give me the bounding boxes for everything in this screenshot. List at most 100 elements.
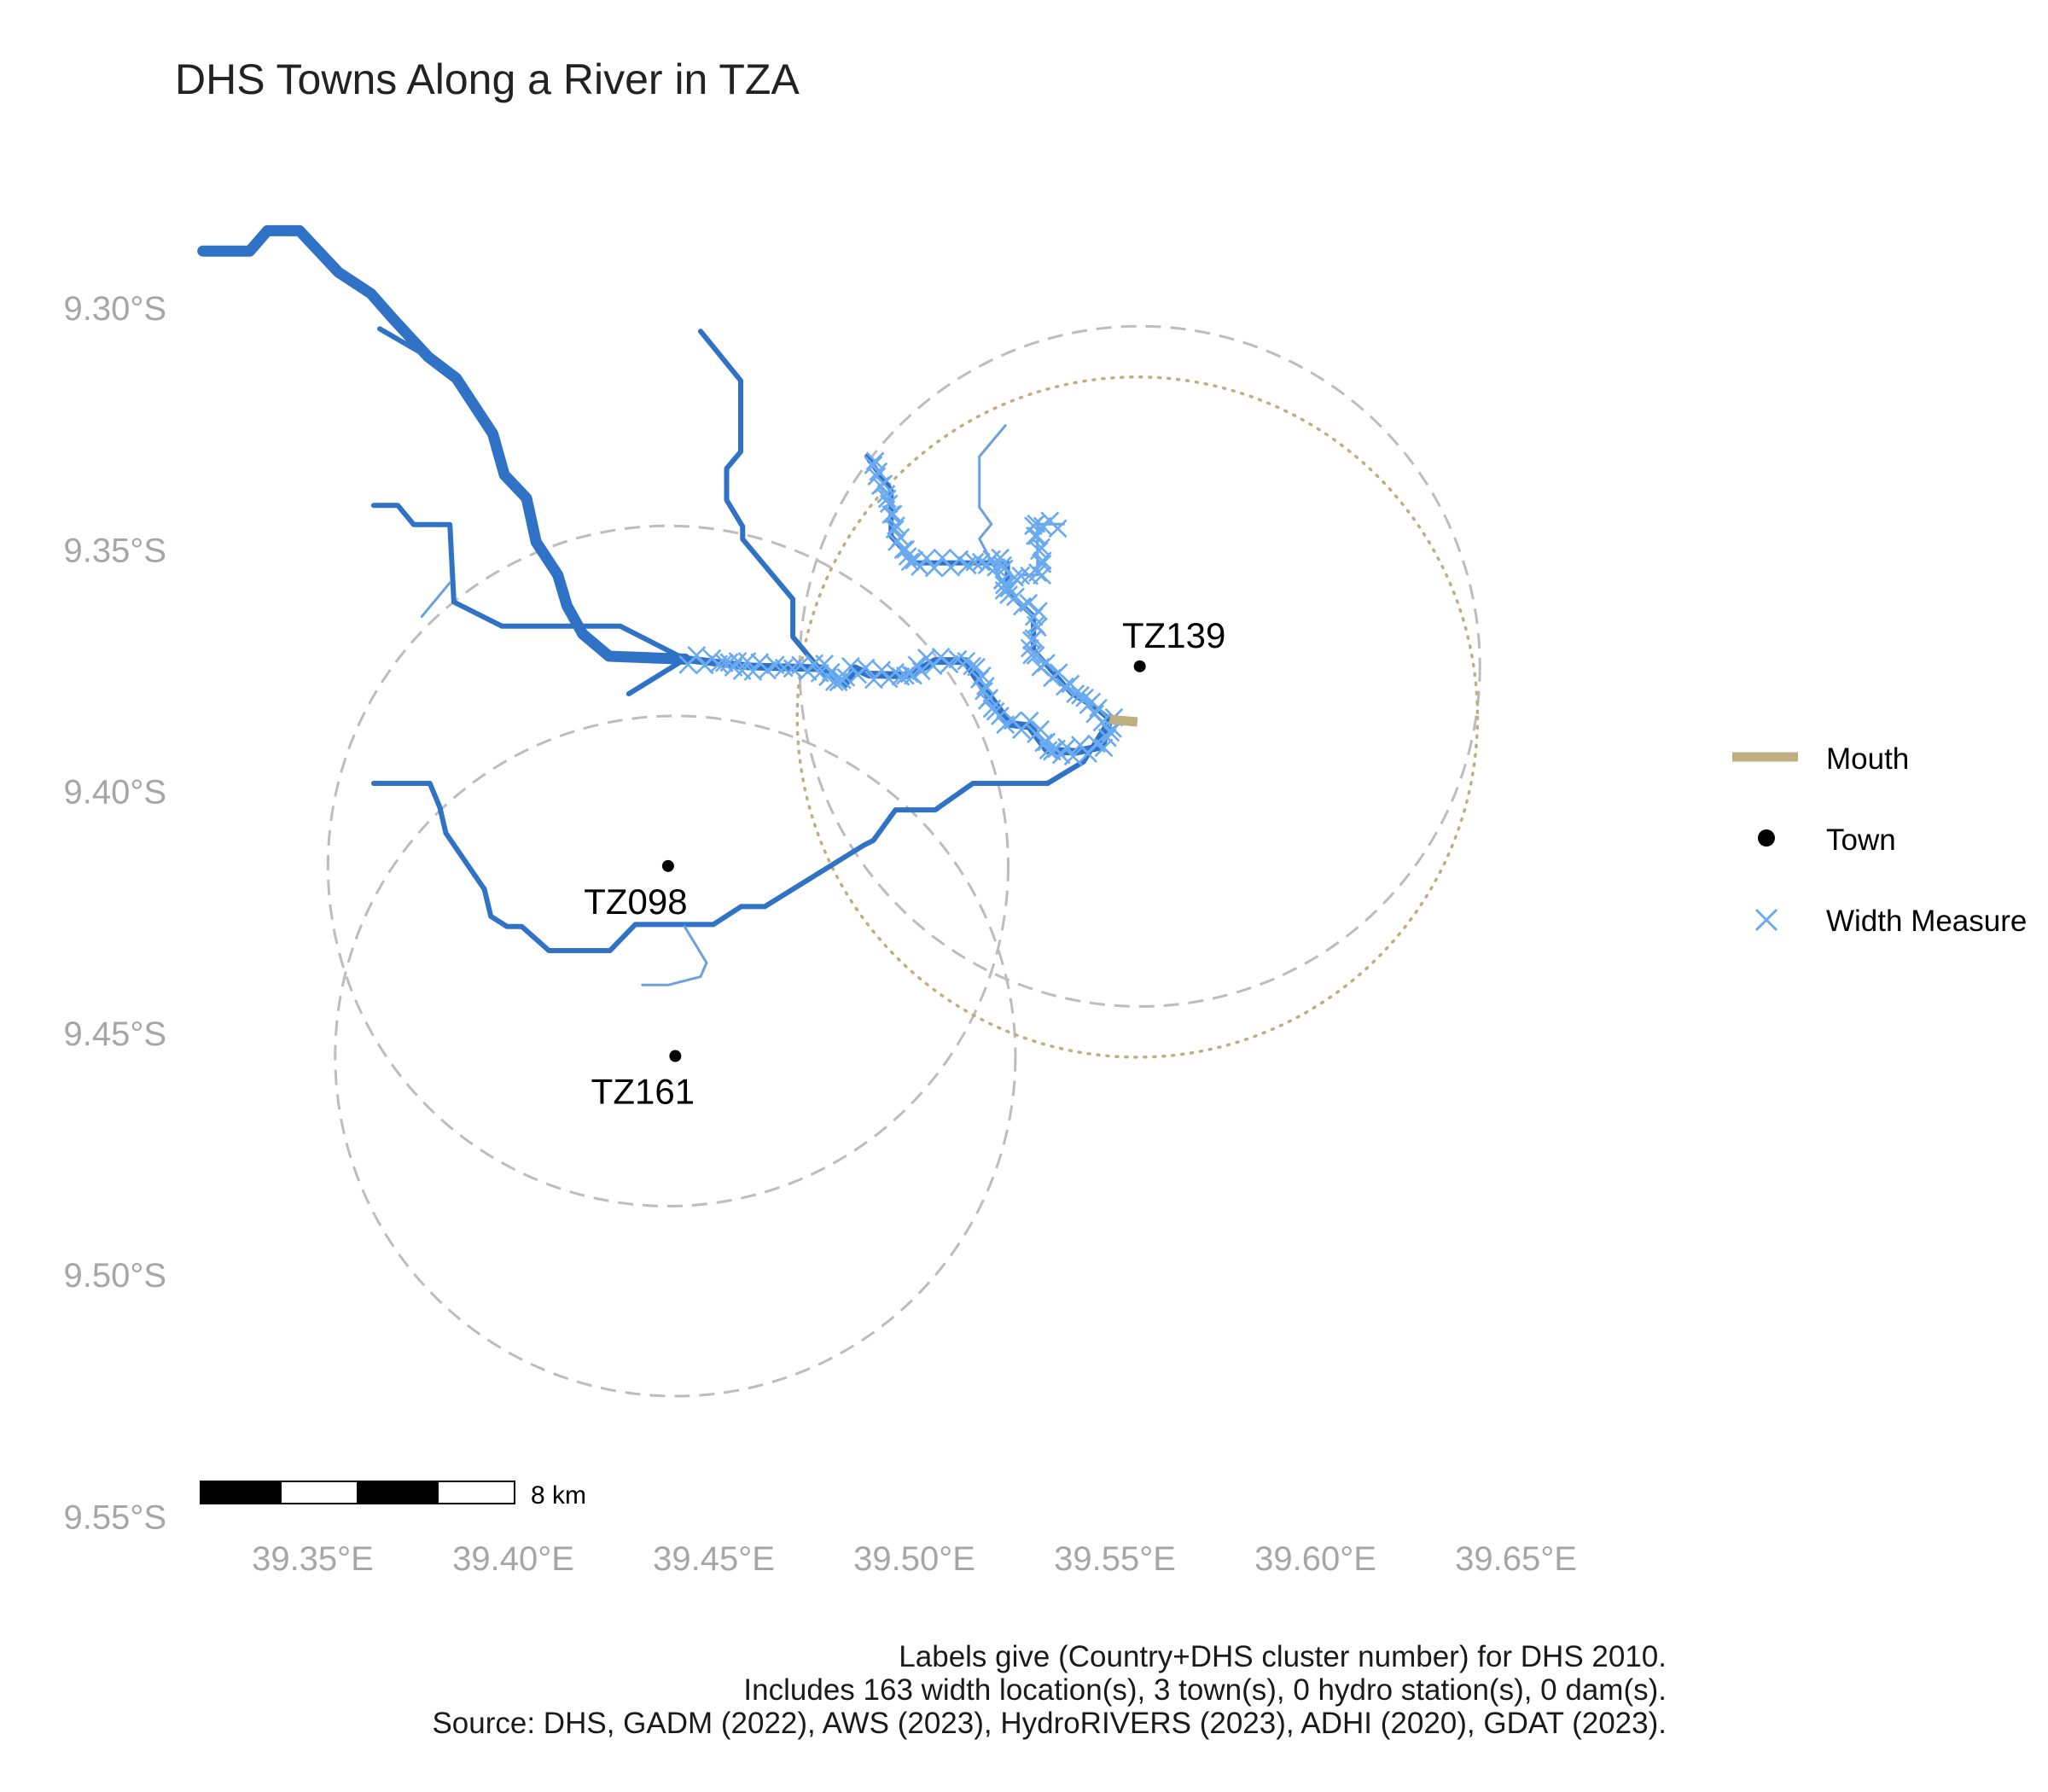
width-measure-point: [980, 689, 999, 707]
width-measure-point: [1101, 723, 1120, 742]
x-tick-label-6: 39.65°E: [1455, 1540, 1577, 1578]
width-measure-point: [971, 552, 991, 572]
y-tick-label-3: 9.45°S: [63, 1015, 166, 1053]
width-measure-point: [1039, 741, 1058, 760]
scale-bar: 8 km: [200, 1481, 586, 1510]
width-measure-point: [864, 670, 883, 689]
width-measure-point: [758, 660, 777, 680]
legend-town-label: Town: [1826, 823, 1896, 857]
towns: TZ139 TZ098 TZ161: [584, 615, 1225, 1112]
width-measure-point: [1022, 645, 1042, 665]
river-segment-4: [625, 656, 688, 697]
width-measure-point: [1094, 738, 1114, 758]
width-measure-point: [887, 516, 905, 535]
x-tick-label-1: 39.40°E: [452, 1540, 574, 1578]
width-measure-point: [856, 658, 876, 678]
width-measure-point: [821, 662, 841, 682]
scale-segment-2: [280, 1481, 358, 1504]
buffer-circle-2: [334, 714, 1017, 1398]
x-tick-label-5: 39.60°E: [1254, 1540, 1376, 1578]
river-segment-6: [698, 329, 828, 678]
river-segment-5: [377, 326, 431, 360]
y-tick-label-2: 9.40°S: [63, 774, 166, 812]
town-label-1: TZ098: [584, 881, 687, 922]
width-measure-point: [994, 575, 1014, 595]
width-measure-point: [924, 558, 944, 578]
y-tick-label-0: 9.30°S: [63, 290, 166, 328]
width-measure-point: [950, 550, 969, 569]
width-measure-point: [1020, 711, 1039, 730]
width-measure-point: [728, 652, 748, 671]
river-segment-2: [370, 717, 1113, 953]
town-label-0: TZ139: [1122, 615, 1225, 655]
x-tick-label-0: 39.35°E: [252, 1540, 374, 1578]
y-tick-label-4: 9.50°S: [63, 1257, 166, 1295]
scale-segment-4: [437, 1481, 515, 1504]
river-segment-3: [370, 503, 688, 662]
width-measure-point: [1022, 631, 1041, 650]
width-measure-point: [774, 658, 794, 678]
width-measure-point: [911, 661, 931, 681]
caption: Labels give (Country+DHS cluster number)…: [432, 1640, 1667, 1740]
width-measure-point: [972, 666, 992, 685]
width-measure-point: [1048, 519, 1068, 538]
width-measure-point: [991, 707, 1009, 725]
width-measure-point: [883, 504, 903, 524]
legend: Mouth Town Width Measure: [1732, 742, 2027, 938]
x-axis-ticks: 39.35°E 39.40°E 39.45°E 39.50°E 39.55°E 39.60…: [252, 1540, 1577, 1578]
width-measure-point: [999, 585, 1018, 604]
width-measure-point: [1092, 713, 1112, 732]
width-measure-point: [1011, 566, 1031, 585]
width-measure-point: [687, 645, 707, 665]
scale-bar-label: 8 km: [531, 1481, 586, 1510]
width-measure-point: [967, 657, 986, 677]
width-measure-point: [865, 451, 885, 471]
width-measure-point: [986, 557, 1006, 577]
caption-line-3: Source: DHS, GADM (2022), AWS (2023), Hy…: [432, 1707, 1667, 1740]
width-measure-point: [896, 539, 916, 559]
river-segment-11: [641, 925, 708, 986]
width-measure-point: [1066, 684, 1085, 704]
legend-width-swatch: [1754, 908, 1778, 932]
x-tick-label-3: 39.50°E: [853, 1540, 975, 1578]
width-measure-point: [940, 655, 959, 674]
width-measure-point: [916, 549, 936, 568]
width-measure-point: [1055, 677, 1074, 696]
town-point-0: [1133, 660, 1146, 672]
town-buffers: [326, 324, 1481, 1398]
y-axis-ticks: 9.30°S 9.35°S 9.40°S 9.45°S 9.50°S 9.55°S: [63, 290, 166, 1536]
width-measure-point: [1028, 563, 1047, 582]
width-measure-point: [824, 672, 844, 692]
town-point-1: [661, 859, 674, 872]
town-point-2: [669, 1050, 682, 1062]
river-segment-10: [420, 581, 451, 618]
width-measure-point: [1019, 593, 1039, 613]
width-measure-point: [743, 662, 763, 681]
width-measure-point: [1097, 728, 1117, 748]
map-title: DHS Towns Along a River in TZA: [175, 55, 800, 103]
river-mouth: [1108, 714, 1138, 727]
legend-mouth-label: Mouth: [1826, 742, 1909, 776]
caption-line-1: Labels give (Country+DHS cluster number)…: [899, 1640, 1667, 1673]
river-network: [197, 224, 1114, 986]
width-measure-point: [891, 527, 911, 547]
width-measure-point: [1036, 654, 1056, 672]
buffer-circle-1: [326, 524, 1009, 1207]
river-segment-9: [978, 424, 1009, 594]
width-measure-point: [1089, 698, 1108, 718]
scale-segment-1: [200, 1481, 282, 1504]
y-tick-label-1: 9.35°S: [63, 532, 166, 569]
width-measure-point: [1063, 747, 1083, 766]
width-measures: [678, 451, 1124, 766]
river-segment-0: [197, 224, 691, 665]
scale-segment-3: [357, 1481, 439, 1504]
mouth-segment: [1108, 714, 1138, 727]
width-measure-point: [900, 552, 920, 572]
x-tick-label-2: 39.45°E: [653, 1540, 775, 1578]
width-measure-point: [1026, 646, 1045, 665]
town-label-2: TZ161: [591, 1072, 695, 1112]
width-measure-point: [877, 489, 897, 509]
legend-width-label: Width Measure: [1826, 905, 2027, 938]
